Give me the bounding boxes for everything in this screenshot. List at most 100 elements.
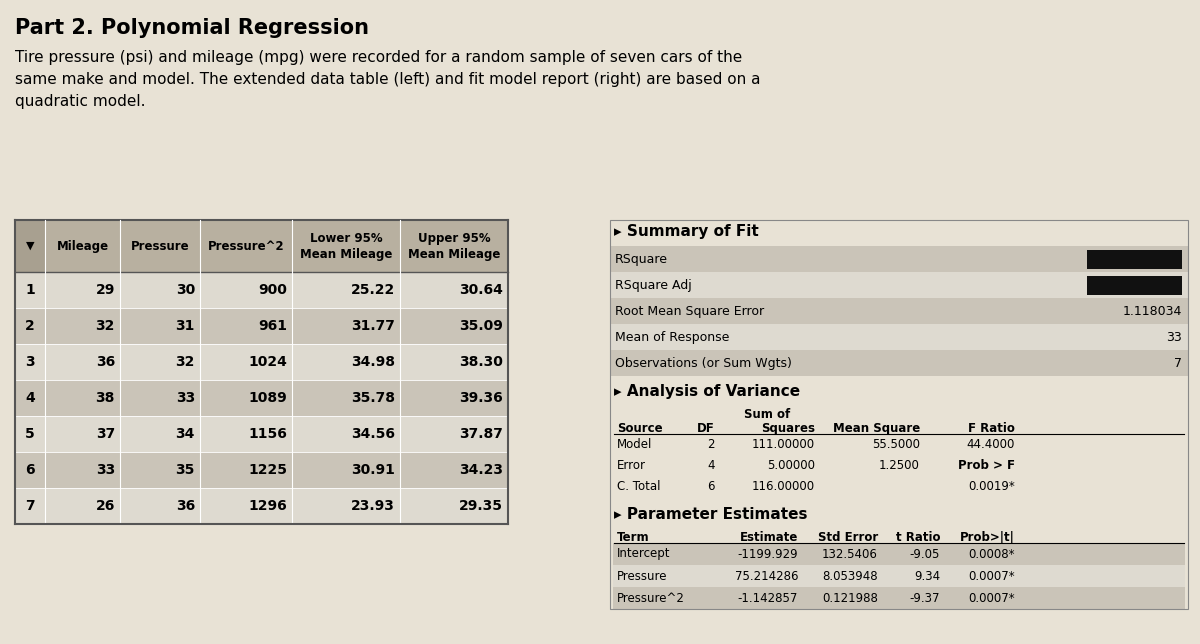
Text: 39.36: 39.36 <box>460 391 503 405</box>
Text: 0.0007*: 0.0007* <box>968 591 1015 605</box>
Text: Part 2. Polynomial Regression: Part 2. Polynomial Regression <box>14 18 370 38</box>
Bar <box>610 350 1188 376</box>
Text: Mean of Response: Mean of Response <box>616 330 730 343</box>
Text: Lower 95%
Mean Mileage: Lower 95% Mean Mileage <box>300 231 392 261</box>
Text: Std Error: Std Error <box>817 531 878 544</box>
Text: 31: 31 <box>175 319 194 333</box>
Text: same make and model. The extended data table (left) and fit model report (right): same make and model. The extended data t… <box>14 72 761 87</box>
Text: 900: 900 <box>258 283 287 297</box>
Text: 34.23: 34.23 <box>458 463 503 477</box>
Text: 30: 30 <box>175 283 194 297</box>
Text: Tire pressure (psi) and mileage (mpg) were recorded for a random sample of seven: Tire pressure (psi) and mileage (mpg) we… <box>14 50 743 65</box>
Text: Term: Term <box>617 531 649 544</box>
Text: 2: 2 <box>25 319 35 333</box>
Text: DF: DF <box>697 422 715 435</box>
Text: 31.77: 31.77 <box>352 319 395 333</box>
Text: 0.0007*: 0.0007* <box>968 569 1015 583</box>
Text: Pressure^2: Pressure^2 <box>617 591 685 605</box>
Text: Pressure: Pressure <box>131 240 190 252</box>
Text: Intercept: Intercept <box>617 547 671 560</box>
Text: 30.91: 30.91 <box>352 463 395 477</box>
Text: 2: 2 <box>708 438 715 451</box>
Bar <box>610 246 1188 272</box>
Text: ▼: ▼ <box>25 241 35 251</box>
Text: 35.09: 35.09 <box>460 319 503 333</box>
Text: 44.4000: 44.4000 <box>967 438 1015 451</box>
Text: 33: 33 <box>1166 330 1182 343</box>
Text: 6: 6 <box>708 480 715 493</box>
Text: 38: 38 <box>96 391 115 405</box>
Text: 5.00000: 5.00000 <box>767 459 815 472</box>
Text: t Ratio: t Ratio <box>895 531 940 544</box>
Text: C. Total: C. Total <box>617 480 660 493</box>
Text: 25.22: 25.22 <box>350 283 395 297</box>
Text: 26: 26 <box>96 499 115 513</box>
Bar <box>1087 249 1182 269</box>
Text: Mileage: Mileage <box>56 240 108 252</box>
Bar <box>1087 276 1182 294</box>
Text: 0.0019*: 0.0019* <box>968 480 1015 493</box>
Text: Model: Model <box>617 438 653 451</box>
Text: 37: 37 <box>96 427 115 441</box>
Bar <box>14 452 508 488</box>
Text: 75.214286: 75.214286 <box>734 569 798 583</box>
Text: Observations (or Sum Wgts): Observations (or Sum Wgts) <box>616 357 792 370</box>
Text: ▸ Analysis of Variance: ▸ Analysis of Variance <box>614 384 800 399</box>
Text: 7: 7 <box>25 499 35 513</box>
Text: 29.35: 29.35 <box>458 499 503 513</box>
Text: Error: Error <box>617 459 646 472</box>
Text: 6: 6 <box>25 463 35 477</box>
Text: 4: 4 <box>25 391 35 405</box>
Text: 34.56: 34.56 <box>352 427 395 441</box>
Bar <box>14 488 508 524</box>
Text: Pressure^2: Pressure^2 <box>208 240 284 252</box>
Text: 37.87: 37.87 <box>460 427 503 441</box>
Bar <box>613 565 1186 587</box>
Text: 34: 34 <box>175 427 194 441</box>
Text: 3: 3 <box>25 355 35 369</box>
Text: 33: 33 <box>96 463 115 477</box>
Text: 4: 4 <box>708 459 715 472</box>
Text: quadratic model.: quadratic model. <box>14 94 145 109</box>
Text: 32: 32 <box>96 319 115 333</box>
Text: Estimate: Estimate <box>739 531 798 544</box>
Text: 132.5406: 132.5406 <box>822 547 878 560</box>
Text: 111.00000: 111.00000 <box>752 438 815 451</box>
Text: 1.2500: 1.2500 <box>880 459 920 472</box>
Text: Pressure: Pressure <box>617 569 667 583</box>
Bar <box>14 272 508 308</box>
Text: Upper 95%
Mean Mileage: Upper 95% Mean Mileage <box>408 231 500 261</box>
Text: -9.37: -9.37 <box>910 591 940 605</box>
Bar <box>14 220 508 272</box>
Text: RSquare Adj: RSquare Adj <box>616 278 691 292</box>
Text: 35.78: 35.78 <box>352 391 395 405</box>
Text: 1: 1 <box>25 283 35 297</box>
Text: Sum of: Sum of <box>744 408 790 421</box>
Text: Mean Square: Mean Square <box>833 422 920 435</box>
Text: 36: 36 <box>96 355 115 369</box>
Bar <box>610 220 1188 609</box>
Text: F Ratio: F Ratio <box>968 422 1015 435</box>
Text: ▸ Summary of Fit: ▸ Summary of Fit <box>614 224 758 239</box>
Text: 35: 35 <box>175 463 194 477</box>
Text: 0.0008*: 0.0008* <box>968 547 1015 560</box>
Bar <box>613 587 1186 609</box>
Bar <box>14 380 508 416</box>
Text: 1024: 1024 <box>248 355 287 369</box>
Text: Prob > F: Prob > F <box>958 459 1015 472</box>
Bar <box>14 344 508 380</box>
Bar <box>610 298 1188 324</box>
Text: Squares: Squares <box>761 422 815 435</box>
Text: -1199.929: -1199.929 <box>737 547 798 560</box>
Text: -9.05: -9.05 <box>910 547 940 560</box>
Bar <box>613 543 1186 565</box>
Text: 34.98: 34.98 <box>352 355 395 369</box>
Text: 30.64: 30.64 <box>460 283 503 297</box>
Text: RSquare: RSquare <box>616 252 668 265</box>
Bar <box>14 308 508 344</box>
Text: Root Mean Square Error: Root Mean Square Error <box>616 305 764 317</box>
Text: 38.30: 38.30 <box>460 355 503 369</box>
Text: 36: 36 <box>175 499 194 513</box>
Text: -1.142857: -1.142857 <box>738 591 798 605</box>
Text: 1156: 1156 <box>248 427 287 441</box>
